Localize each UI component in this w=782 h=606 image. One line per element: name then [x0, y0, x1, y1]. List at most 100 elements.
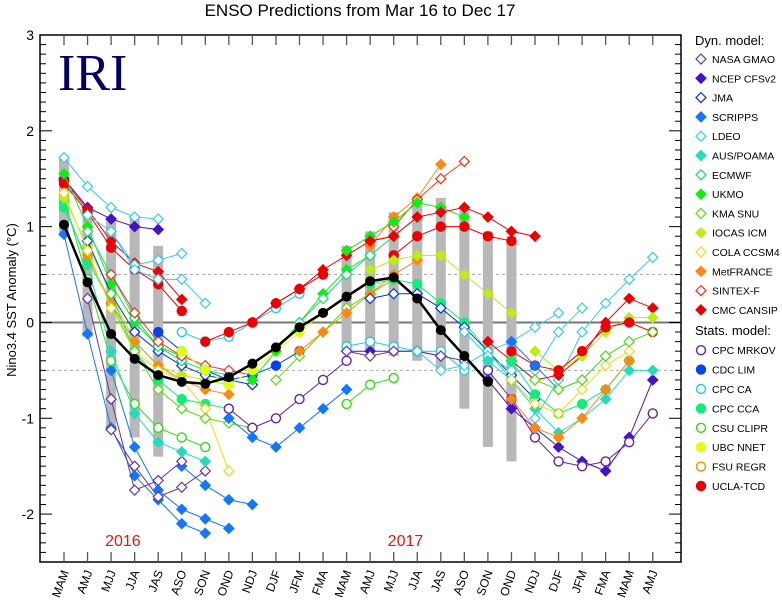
- y-tick-label: -2: [22, 506, 35, 522]
- series-line: [63, 180, 183, 300]
- circle-marker: [600, 322, 611, 333]
- diamond-marker: [387, 254, 400, 267]
- diamond-marker: [552, 307, 565, 319]
- diamond-marker: [434, 249, 447, 262]
- diamond-marker: [152, 335, 165, 348]
- diamond-marker: [695, 226, 707, 239]
- circle-marker: [624, 317, 635, 328]
- diamond-marker: [81, 180, 94, 193]
- legend-item: CMC CANSIP: [695, 304, 778, 317]
- legend-item: JMA: [695, 91, 733, 105]
- diamond-marker: [695, 149, 707, 162]
- diamond-marker: [223, 522, 235, 535]
- y-axis-label: Nino3.4 SST Anomaly (°C): [4, 223, 19, 377]
- legend-label: NASA GMAO: [712, 54, 775, 66]
- circle-marker: [529, 432, 541, 443]
- diamond-marker: [152, 383, 165, 396]
- diamond-marker: [695, 130, 707, 143]
- range-bar: [459, 207, 470, 409]
- diamond-marker: [246, 316, 259, 329]
- legend-item: COLA CCSM4: [695, 246, 780, 259]
- legend-heading-statistical: Stats. model:: [695, 323, 771, 338]
- x-tick-label: JJA: [405, 568, 425, 592]
- circle-marker: [364, 379, 376, 390]
- x-tick-label: JAS: [428, 568, 449, 593]
- chart-title: ENSO Predictions from Mar 16 to Dec 17: [205, 1, 516, 20]
- series-nasa-gmao: [105, 423, 212, 503]
- series-cpc-mrkov: [223, 355, 352, 434]
- diamond-marker: [505, 374, 518, 386]
- diamond-marker: [434, 172, 447, 185]
- year-labels: 2016 2017: [105, 533, 423, 550]
- diamond-marker: [411, 211, 424, 223]
- mean-point: [223, 372, 234, 383]
- diamond-marker: [246, 431, 259, 444]
- diamond-marker: [128, 307, 141, 319]
- series-cpc-mrkov: [482, 365, 658, 472]
- series-ecmwf: [293, 211, 424, 329]
- diamond-marker: [623, 292, 636, 305]
- circle-marker: [270, 360, 282, 371]
- diamond-marker: [223, 412, 235, 425]
- series-sintex-f: [387, 155, 471, 233]
- series-line: [534, 317, 653, 371]
- series-line: [299, 216, 418, 323]
- circle-marker: [647, 408, 658, 419]
- series-ucla-tcd: [388, 221, 517, 261]
- diamond-marker: [128, 407, 141, 420]
- diamond-marker: [695, 91, 707, 104]
- diamond-marker: [695, 246, 707, 258]
- circle-marker: [364, 336, 376, 347]
- series-ldeo: [458, 302, 588, 377]
- x-tick-label: AMJ: [74, 568, 95, 595]
- circle-marker: [459, 221, 470, 232]
- legend-item: CPC MRKOV: [695, 345, 776, 357]
- legend-label: SINTEX-F: [712, 286, 760, 298]
- legend-item: NCEP CFSv2: [695, 72, 776, 85]
- circle-marker: [506, 346, 517, 357]
- circle-marker: [553, 365, 564, 376]
- diamond-marker: [340, 345, 353, 358]
- diamond-marker: [199, 527, 212, 540]
- diamond-marker: [317, 326, 329, 338]
- diamond-marker: [529, 412, 541, 425]
- series-cola-ccsm4: [505, 345, 636, 420]
- diamond-marker: [175, 481, 188, 494]
- diamond-marker: [458, 326, 471, 338]
- diamond-marker: [529, 230, 541, 243]
- x-tick-label: OND: [214, 568, 236, 598]
- diamond-marker: [646, 311, 659, 324]
- circle-marker: [176, 432, 187, 443]
- diamond-marker: [529, 398, 541, 410]
- x-tick-label: JFM: [286, 568, 307, 595]
- series-iocas-icm: [364, 249, 518, 319]
- legend-item: SCRIPPS: [695, 111, 758, 124]
- mean-point: [435, 325, 446, 336]
- legend-label: KMA SNU: [712, 208, 759, 220]
- diamond-marker: [695, 72, 707, 85]
- mean-point: [318, 307, 329, 318]
- diamond-marker: [128, 441, 141, 453]
- diamond-marker: [576, 326, 588, 338]
- legend-item: UKMO: [695, 188, 744, 201]
- diamond-marker: [175, 293, 188, 306]
- circle-marker: [576, 346, 588, 357]
- series-kma-snu: [270, 273, 400, 386]
- legend-item: UCLA-TCD: [695, 480, 766, 493]
- legend-item: CSU CLIPR: [695, 422, 768, 435]
- mean-point: [176, 376, 187, 387]
- diamond-marker: [411, 345, 424, 358]
- series-line: [369, 164, 442, 247]
- diamond-marker: [599, 393, 612, 405]
- series-line: [275, 278, 394, 381]
- diamond-marker: [317, 402, 329, 415]
- legend-label: MetFRANCE: [712, 266, 773, 278]
- mean-point: [106, 328, 117, 339]
- diamond-marker: [152, 436, 165, 449]
- y-tick-label: -1: [22, 410, 35, 426]
- x-tick-label: MJJ: [381, 568, 402, 593]
- legend-label: CPC CA: [712, 384, 752, 396]
- diamond-marker: [105, 225, 117, 238]
- mean-series: [59, 219, 493, 389]
